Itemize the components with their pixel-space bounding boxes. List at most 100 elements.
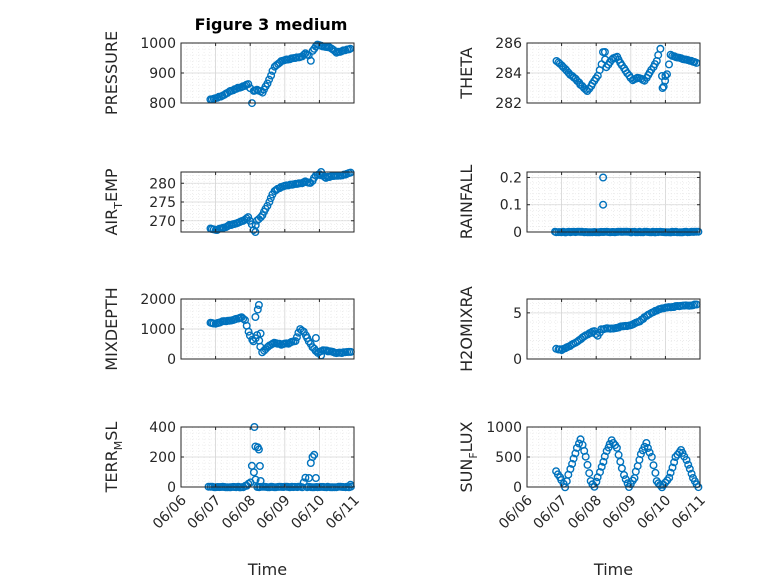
- x-tick-label: 06/10: [288, 493, 328, 533]
- data-point: [645, 448, 654, 457]
- y-tick-label: 500: [495, 450, 522, 466]
- y-tick-label: 282: [495, 96, 522, 112]
- data-point: [244, 327, 253, 336]
- data-point: [569, 454, 578, 463]
- data-point: [254, 445, 263, 454]
- y-tick-label: 0: [513, 352, 522, 368]
- x-tick-label: 06/06: [150, 492, 190, 532]
- data-point: [612, 443, 621, 452]
- y-tick-label: 0: [513, 225, 522, 241]
- y-axis-label: AIRTEMP: [102, 168, 125, 235]
- data-point: [263, 79, 272, 88]
- y-tick-label: 1000: [140, 322, 176, 338]
- x-tick-label: 06/10: [634, 493, 674, 533]
- y-axis-label: MIXDEPTH: [102, 287, 121, 370]
- figure-title: Figure 3 medium: [195, 15, 348, 34]
- data-point: [310, 450, 319, 459]
- data-point: [596, 468, 605, 477]
- y-axis-label: THETA: [457, 47, 476, 99]
- data-point: [651, 468, 660, 477]
- data-point: [583, 460, 592, 469]
- subplot-sunflux: 0 500 1000 SUNFLUX 06/0606/0706/0806/0906/10…: [457, 420, 709, 579]
- title-layer: Figure 3 medium: [195, 15, 348, 34]
- data-point: [597, 462, 606, 471]
- y-tick-label: 5: [513, 306, 522, 322]
- data-point: [581, 85, 590, 94]
- x-tick-label: 06/08: [565, 493, 605, 533]
- y-tick-label: 0.1: [500, 198, 522, 214]
- y-tick-label: 275: [149, 195, 176, 211]
- subplot-pressure: 800 900 1000 PRESSURE: [102, 31, 355, 115]
- data-point: [647, 452, 656, 461]
- x-tick-label: 06/09: [254, 493, 294, 533]
- data-point: [591, 330, 600, 339]
- data-point: [620, 471, 629, 480]
- subplot-airtemp: 270 275 280 AIRTEMP: [102, 167, 355, 236]
- x-tick-label: 06/08: [219, 493, 259, 533]
- data-point: [311, 334, 320, 343]
- data-point: [253, 305, 262, 314]
- y-tick-label: 280: [149, 176, 176, 192]
- y-axis-label: H2OMIXRA: [457, 286, 476, 372]
- subplot-mixdepth: 0 1000 2000 MIXDEPTH: [102, 287, 355, 371]
- subplot-theta: 282 284 286 THETA: [457, 36, 701, 112]
- data-point: [658, 83, 667, 92]
- axes-box: [526, 298, 701, 360]
- y-tick-label: 200: [149, 450, 176, 466]
- data-point: [254, 301, 263, 310]
- y-tick-label: 400: [149, 420, 176, 436]
- data-point: [311, 474, 320, 483]
- data-point: [599, 173, 608, 182]
- data-point: [682, 456, 691, 465]
- data-point: [249, 468, 258, 477]
- data-point: [649, 461, 658, 470]
- data-point: [268, 66, 277, 75]
- data-point: [575, 439, 584, 448]
- y-axis-label: TERRMSL: [102, 422, 125, 494]
- x-tick-label: 06/11: [669, 493, 709, 533]
- data-point: [687, 469, 696, 478]
- x-tick-label: 06/06: [496, 492, 536, 532]
- data-point: [585, 469, 594, 478]
- data-point: [306, 56, 315, 65]
- data-point: [583, 86, 592, 95]
- y-tick-label: 1000: [140, 36, 176, 52]
- data-point: [265, 75, 274, 84]
- data-point: [670, 458, 679, 467]
- y-axis-label: PRESSURE: [102, 31, 121, 115]
- data-point: [301, 473, 310, 482]
- data-point: [568, 459, 577, 468]
- series: [552, 300, 701, 355]
- x-axis-label: Time: [247, 560, 287, 579]
- data-point: [642, 439, 651, 448]
- data-point: [600, 48, 609, 57]
- data-point: [244, 213, 253, 222]
- y-tick-label: 0.2: [500, 170, 522, 186]
- y-tick-label: 270: [149, 214, 176, 230]
- x-tick-label: 06/07: [531, 493, 571, 533]
- data-point: [599, 200, 608, 209]
- data-point: [599, 457, 608, 466]
- data-point: [311, 346, 320, 355]
- x-tick-label: 06/09: [600, 493, 640, 533]
- x-axis-label: Time: [593, 560, 633, 579]
- subplot-terrmsl: 0 200 400 TERRMSL 06/0606/0706/0806/0906/100…: [102, 420, 363, 579]
- data-point: [239, 314, 248, 323]
- data-point: [581, 452, 590, 461]
- y-tick-label: 900: [149, 66, 176, 82]
- data-point: [566, 465, 575, 474]
- data-point: [256, 329, 265, 338]
- data-point: [299, 50, 308, 59]
- data-point: [643, 444, 652, 453]
- data-point: [666, 468, 675, 477]
- data-point: [292, 333, 301, 342]
- subplot-rainfall: 0 0.1 0.2 RAINFALL: [457, 165, 703, 241]
- y-axis-label: RAINFALL: [457, 165, 476, 240]
- data-point: [308, 453, 317, 462]
- y-tick-label: 0: [167, 480, 176, 496]
- grid: [180, 171, 355, 233]
- y-tick-label: 1000: [486, 420, 522, 436]
- y-tick-label: 286: [495, 36, 522, 52]
- data-point: [244, 80, 253, 89]
- data-point: [668, 463, 677, 472]
